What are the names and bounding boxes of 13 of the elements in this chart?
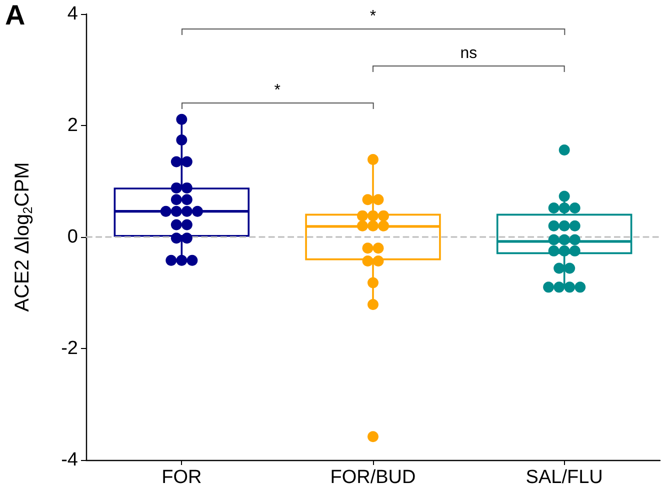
annotation: ns: [459, 44, 478, 64]
x-tick-label: FOR/BUD: [330, 467, 416, 488]
x-tick-label: FOR: [162, 467, 202, 488]
annotation: *: [368, 7, 378, 28]
annotation: *: [273, 80, 282, 101]
y-tick-label: 2: [67, 115, 78, 136]
y-tick-label: -4: [61, 450, 78, 470]
y-tick-label: 0: [67, 226, 78, 248]
y-tick-label: 4: [67, 4, 78, 24]
chart-title: A: [5, 0, 26, 30]
y-tick-label: -2: [61, 338, 78, 359]
y-axis-title: ACE2 Δlog2CPM: [12, 162, 35, 312]
x-tick-label: SAL/FLU: [526, 467, 603, 488]
